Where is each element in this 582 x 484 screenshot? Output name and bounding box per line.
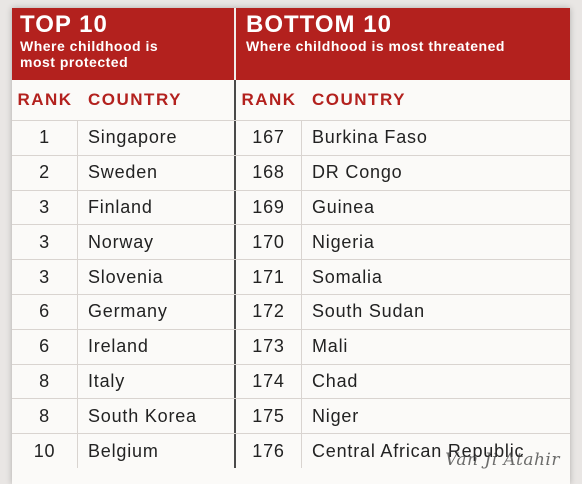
bottom10-rank-cell: 169: [236, 190, 302, 225]
top10-title: TOP 10: [20, 11, 108, 38]
top10-country-cell: Singapore: [78, 121, 236, 155]
top10-subtitle-line2: most protected: [20, 54, 129, 70]
top10-country-cell: Slovenia: [78, 260, 236, 294]
table-row: 6 Germany 172 South Sudan: [12, 294, 570, 330]
top10-rank-cell: 3: [12, 260, 78, 294]
top10-rank-cell: 2: [12, 155, 78, 190]
bottom10-country-header: COUNTRY: [312, 90, 406, 109]
top10-country-cell: Italy: [78, 364, 236, 399]
bottom10-country-cell: Chad: [312, 370, 359, 391]
top10-rank-cell: 3: [12, 225, 78, 260]
top10-rank-cell: 8: [12, 364, 78, 399]
bottom10-rank-cell: 170: [236, 225, 302, 260]
top10-country-cell: South Korea: [78, 399, 236, 434]
top10-rank-cell: 1: [12, 121, 78, 155]
bottom10-rank-header: RANK: [241, 90, 297, 109]
bottom10-country-cell: Guinea: [312, 196, 375, 217]
rankings-card: TOP 10 Where childhood is most protected…: [12, 8, 570, 484]
bottom10-rank-cell: 175: [236, 399, 302, 434]
table-row: 6 Ireland 173 Mali: [12, 329, 570, 365]
bottom10-rank-cell: 176: [236, 434, 302, 468]
table-row: 8 Italy 174 Chad: [12, 364, 570, 400]
bottom10-country-cell: Nigeria: [312, 231, 375, 252]
bottom10-country-cell: Mali: [312, 336, 349, 357]
top10-country-cell: Norway: [78, 225, 236, 260]
top10-rank-cell: 10: [12, 434, 78, 468]
bottom10-rank-cell: 172: [236, 294, 302, 329]
bottom10-rank-cell: 174: [236, 364, 302, 399]
top10-country-cell: Germany: [78, 294, 236, 329]
table-row: 3 Slovenia 171 Somalia: [12, 260, 570, 295]
bottom10-country-cell: Burkina Faso: [312, 127, 428, 148]
top10-rank-cell: 6: [12, 329, 78, 364]
bottom10-country-cell: Central African Republic: [312, 440, 525, 461]
bottom10-subtitle: Where childhood is most threatened: [246, 38, 505, 54]
top10-rank-cell: 6: [12, 294, 78, 329]
bottom10-rank-cell: 171: [236, 260, 302, 294]
bottom10-rank-cell: 168: [236, 155, 302, 190]
top10-country-cell: Sweden: [78, 155, 236, 190]
rankings-table: 1 Singapore 167 Burkina Faso 2 Sweden 16…: [12, 121, 570, 468]
table-row: 8 South Korea 175 Niger: [12, 399, 570, 435]
bottom10-header: BOTTOM 10 Where childhood is most threat…: [236, 8, 570, 80]
top10-subtitle-line1: Where childhood is: [20, 38, 159, 54]
header-band: TOP 10 Where childhood is most protected…: [12, 8, 570, 80]
top10-country-cell: Belgium: [78, 434, 236, 468]
bottom10-country-cell: Somalia: [312, 266, 383, 287]
bottom10-rank-cell: 173: [236, 329, 302, 364]
top10-rank-cell: 3: [12, 190, 78, 225]
column-headers: RANK COUNTRY RANK COUNTRY: [12, 80, 570, 121]
top10-rank-header: RANK: [17, 90, 73, 109]
table-row: 3 Finland 169 Guinea: [12, 190, 570, 226]
bottom10-rank-cell: 167: [236, 121, 302, 155]
bottom10-country-cell: Niger: [312, 405, 360, 426]
top10-country-cell: Ireland: [78, 329, 236, 364]
top10-country-header: COUNTRY: [88, 90, 182, 109]
top10-country-cell: Finland: [78, 190, 236, 225]
table-row: 10 Belgium 176 Central African Republic: [12, 434, 570, 468]
table-row: 3 Norway 170 Nigeria: [12, 225, 570, 261]
top10-rank-cell: 8: [12, 399, 78, 434]
bottom10-title: BOTTOM 10: [246, 11, 392, 38]
bottom10-country-cell: DR Congo: [312, 162, 403, 183]
top10-header: TOP 10 Where childhood is most protected: [12, 8, 236, 80]
table-row: 1 Singapore 167 Burkina Faso: [12, 121, 570, 156]
table-row: 2 Sweden 168 DR Congo: [12, 155, 570, 191]
column-divider: [234, 80, 236, 120]
bottom10-country-cell: South Sudan: [312, 301, 425, 322]
